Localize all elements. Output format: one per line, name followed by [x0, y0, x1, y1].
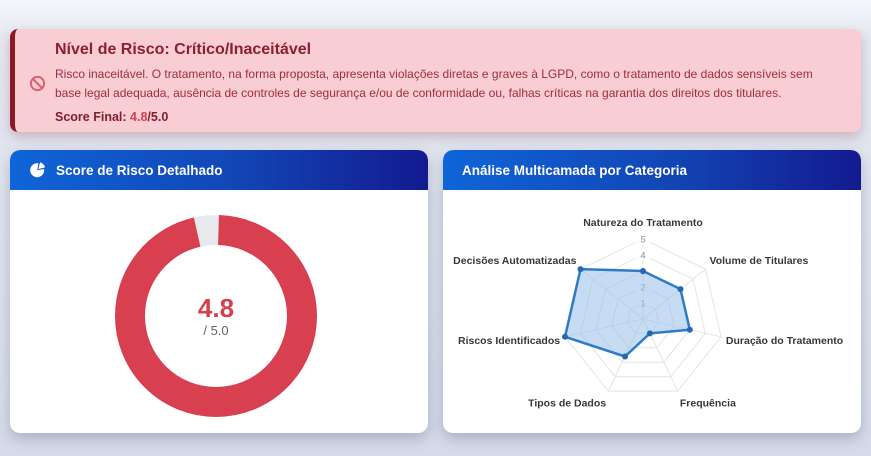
radar-category-label: Tipos de Dados: [528, 398, 606, 410]
radar-category-label: Decisões Automatizadas: [453, 255, 576, 267]
radar-category-label: Frequência: [680, 398, 736, 410]
alert-title: Nível de Risco: Crítico/Inaceitável: [55, 41, 312, 58]
radar-data-point: [577, 266, 584, 273]
final-score-value: 4.8: [130, 110, 148, 124]
radar-data-point: [646, 330, 653, 337]
radar-data-point: [622, 353, 628, 360]
radar-card-title: Análise Multicamada por Categoria: [462, 162, 688, 178]
radar-data-point: [562, 333, 568, 340]
radar-category-label: Duração do Tratamento: [726, 335, 843, 347]
score-card: Score de Risco Detalhado 4.8 / 5.0: [10, 150, 428, 433]
score-card-body: 4.8 / 5.0: [10, 190, 428, 433]
risk-alert-banner: Nível de Risco: Crítico/Inaceitável Risc…: [10, 29, 861, 132]
alert-description: Risco inaceitável. O tratamento, na form…: [55, 67, 813, 100]
radar-data-point: [677, 286, 684, 293]
radar-tick-label: 5: [640, 235, 645, 246]
cards-row: Score de Risco Detalhado 4.8 / 5.0 Análi…: [10, 150, 861, 433]
radar-data-point: [640, 268, 646, 274]
radar-tick-backdrop: [636, 233, 650, 244]
final-score-line: Score Final: 4.8/5.0: [55, 110, 837, 124]
radar-card-header: Análise Multicamada por Categoria: [443, 150, 861, 190]
radar-category-label: Natureza do Tratamento: [583, 217, 703, 229]
prohibited-icon: [29, 75, 46, 92]
score-card-header: Score de Risco Detalhado: [10, 150, 428, 190]
radar-tick-backdrop: [636, 249, 650, 260]
radar-data-polygon: [563, 267, 692, 358]
radar-category-label: Volume de Titulares: [710, 255, 809, 267]
radar-data-point: [686, 326, 693, 333]
score-card-title: Score de Risco Detalhado: [56, 162, 223, 178]
pie-chart-icon: [30, 161, 46, 177]
radar-tick-label: 4: [640, 251, 645, 262]
final-score-label: Score Final:: [55, 110, 127, 124]
radar-card: Análise Multicamada por Categoria 12345N…: [443, 150, 861, 433]
donut-chart-wrap: 4.8 / 5.0: [111, 211, 321, 421]
score-donut-chart[interactable]: [111, 211, 321, 421]
radar-category-label: Riscos Identificados: [458, 335, 560, 347]
final-score-suffix: /5.0: [147, 110, 169, 124]
